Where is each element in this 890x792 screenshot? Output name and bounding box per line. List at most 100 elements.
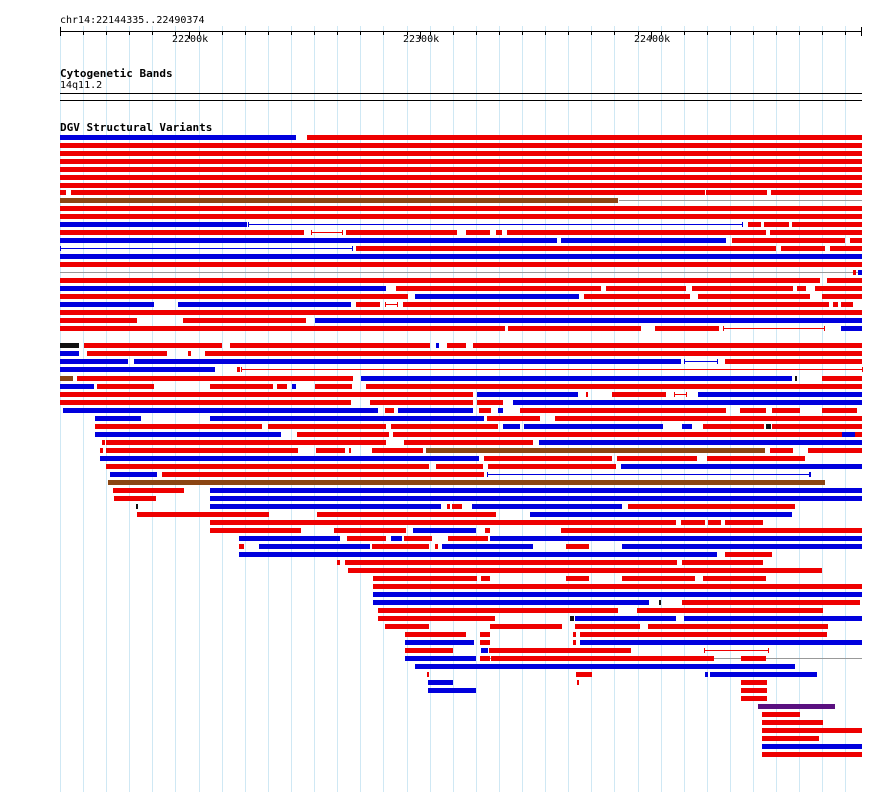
sv-feature[interactable] (561, 528, 862, 533)
sv-feature[interactable] (60, 351, 79, 356)
sv-feature[interactable] (692, 286, 793, 291)
sv-feature[interactable] (60, 190, 66, 195)
sv-feature[interactable] (853, 270, 856, 275)
sv-feature[interactable] (858, 270, 862, 275)
sv-feature[interactable] (435, 544, 438, 549)
sv-feature[interactable] (307, 135, 862, 140)
sv-feature[interactable] (682, 600, 860, 605)
sv-feature[interactable] (606, 286, 686, 291)
sv-feature[interactable] (833, 302, 838, 307)
sv-feature[interactable] (762, 720, 823, 725)
sv-feature[interactable] (725, 520, 763, 525)
sv-feature[interactable] (827, 278, 862, 283)
sv-feature[interactable] (316, 448, 345, 453)
sv-feature[interactable] (60, 343, 79, 348)
sv-feature[interactable] (210, 528, 301, 533)
sv-feature[interactable] (725, 552, 772, 557)
sv-feature[interactable] (822, 376, 862, 381)
sv-feature[interactable] (95, 432, 281, 437)
sv-feature[interactable] (706, 190, 767, 195)
sv-feature[interactable] (405, 656, 476, 661)
sv-feature[interactable] (637, 608, 823, 613)
sv-feature[interactable] (315, 384, 352, 389)
sv-feature[interactable] (584, 294, 690, 299)
sv-feature[interactable] (60, 183, 862, 188)
sv-feature[interactable] (503, 424, 520, 429)
sv-feature[interactable] (178, 302, 351, 307)
sv-feature[interactable] (428, 680, 453, 685)
sv-feature[interactable] (771, 190, 862, 195)
sv-feature[interactable] (210, 496, 862, 501)
sv-feature[interactable] (815, 286, 862, 291)
sv-feature[interactable] (586, 392, 588, 397)
sv-feature[interactable] (60, 286, 386, 291)
sv-feature[interactable] (373, 584, 862, 589)
sv-feature[interactable] (684, 616, 862, 621)
sv-feature[interactable] (622, 576, 695, 581)
sv-feature[interactable] (60, 294, 408, 299)
sv-feature[interactable] (60, 167, 862, 172)
sv-feature[interactable] (496, 230, 502, 235)
sv-feature[interactable] (337, 560, 340, 565)
sv-feature[interactable] (580, 632, 827, 637)
sv-feature[interactable] (230, 343, 430, 348)
sv-feature[interactable] (466, 230, 490, 235)
sv-feature[interactable] (60, 143, 862, 148)
sv-feature[interactable] (97, 384, 154, 389)
sv-feature[interactable] (520, 408, 726, 413)
sv-feature[interactable] (822, 408, 857, 413)
sv-feature[interactable] (356, 302, 380, 307)
sv-feature[interactable] (822, 294, 862, 299)
sv-feature[interactable] (60, 254, 862, 259)
sv-feature[interactable] (808, 448, 862, 453)
sv-feature[interactable] (577, 680, 579, 685)
sv-feature[interactable] (60, 159, 862, 164)
sv-feature[interactable] (762, 728, 862, 733)
sv-feature[interactable] (762, 712, 800, 717)
sv-feature[interactable] (373, 592, 862, 597)
sv-feature[interactable] (106, 464, 429, 469)
sv-feature[interactable] (655, 326, 719, 331)
sv-feature[interactable] (391, 424, 498, 429)
sv-feature[interactable] (427, 672, 429, 677)
sv-feature[interactable] (60, 367, 215, 372)
sv-feature[interactable] (555, 416, 862, 421)
sv-feature[interactable] (480, 656, 490, 661)
sv-feature[interactable] (110, 472, 157, 477)
sv-feature[interactable] (708, 520, 721, 525)
sv-feature[interactable] (772, 408, 800, 413)
sv-feature[interactable] (60, 278, 820, 283)
sv-feature[interactable] (60, 384, 94, 389)
sv-feature[interactable] (210, 504, 441, 509)
sv-feature[interactable] (436, 464, 483, 469)
sv-feature[interactable] (484, 456, 612, 461)
sv-feature[interactable] (508, 326, 641, 331)
sv-feature[interactable] (792, 222, 862, 227)
sv-feature[interactable] (347, 536, 386, 541)
sv-feature[interactable] (60, 198, 618, 203)
sv-feature[interactable] (349, 448, 351, 453)
sv-feature[interactable] (617, 456, 697, 461)
sv-feature[interactable] (452, 504, 462, 509)
sv-feature[interactable] (378, 608, 618, 613)
sv-feature[interactable] (210, 520, 676, 525)
sv-feature[interactable] (705, 672, 708, 677)
sv-feature[interactable] (472, 504, 622, 509)
sv-feature[interactable] (239, 552, 717, 557)
sv-feature[interactable] (60, 392, 473, 397)
sv-feature[interactable] (315, 318, 862, 323)
sv-feature[interactable] (841, 326, 862, 331)
sv-feature[interactable] (60, 238, 557, 243)
sv-feature[interactable] (622, 544, 862, 549)
sv-feature[interactable] (259, 544, 370, 549)
sv-feature[interactable] (413, 528, 476, 533)
sv-feature[interactable] (137, 512, 269, 517)
sv-feature[interactable] (758, 704, 835, 709)
sv-feature[interactable] (612, 392, 666, 397)
sv-feature[interactable] (473, 343, 862, 348)
sv-feature[interactable] (183, 318, 306, 323)
sv-feature[interactable] (114, 496, 156, 501)
sv-feature[interactable] (237, 367, 240, 372)
sv-feature[interactable] (703, 424, 764, 429)
sv-feature[interactable] (405, 640, 474, 645)
